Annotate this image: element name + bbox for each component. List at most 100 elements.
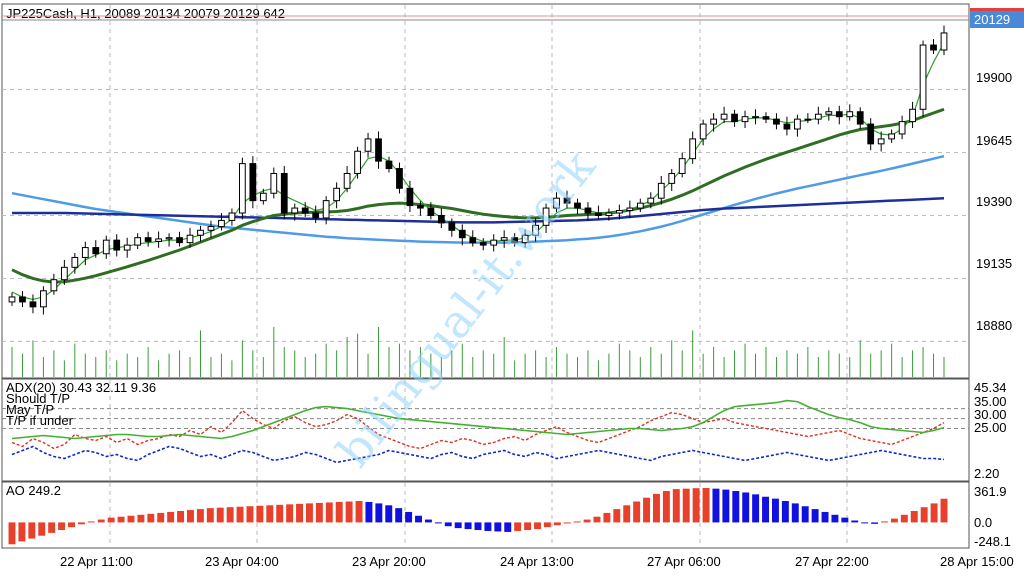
candle [542,207,550,226]
time-axis-label: 27 Apr 22:00 [795,554,869,569]
time-axis-label: 24 Apr 13:00 [500,554,574,569]
candle [417,205,424,209]
ma-slow-light-line [11,154,945,244]
ao-bar [930,503,938,523]
candle [437,214,445,224]
time-axis-label: 23 Apr 20:00 [352,554,426,569]
ao-indicator [8,488,948,545]
ao-bar [415,515,422,523]
ao-axis-label: -248.1 [974,534,1011,549]
candle [385,160,393,170]
ma-slow-dark-line [12,196,945,224]
current-price-label: 20129 [974,12,1010,27]
ao-bar [851,520,859,523]
ao-axis-label: 361.9 [974,484,1007,499]
ao-bar [28,522,36,539]
ao-bar [702,488,710,523]
adx-axis-label: 30.00 [974,407,1007,422]
price-axis-label: 18880 [976,318,1012,333]
candle [888,133,896,140]
ao-bar [196,509,204,523]
candle [783,123,791,130]
ao-bar [464,522,472,530]
ao-bar [613,509,621,523]
ao-bar [405,511,413,523]
ao-bar [87,521,95,523]
candlesticks[interactable] [8,25,948,315]
ao-bar [593,516,601,523]
volume-bars [11,327,945,377]
ao-bar [742,492,750,523]
ao-bar [58,522,66,531]
ao-bar [48,522,56,533]
ao-bar [732,491,740,523]
time-axis-label: 28 Apr 15:00 [940,554,1014,569]
candle [835,111,843,118]
ao-bar [157,512,165,523]
ao-bar [375,503,383,523]
adx-axis: 45.34 35.00 30.00 25.00 2.20 [974,380,1007,481]
current-price-tag-top [970,8,1024,11]
candle [312,212,320,219]
candle [396,168,403,189]
adx-level-label-under: T/P if under [6,413,74,428]
current-price-tag [970,10,1024,28]
adx-indicator [2,399,969,464]
candle [511,237,519,244]
candle [930,44,937,51]
candle [595,212,602,216]
candle [657,182,665,199]
ao-bar [722,489,730,523]
candle [50,279,58,292]
ao-bar [216,507,224,523]
ao-bar [365,501,373,523]
ao-bar [712,488,720,523]
moving-averages [11,42,945,301]
candle [176,237,183,244]
ao-bar [68,522,75,528]
candle [406,187,414,207]
candle [218,219,225,228]
ao-bar [444,522,452,527]
adx-level-label-may: May T/P [6,402,54,417]
ao-title: AO 249.2 [6,483,61,498]
adx-axis-label: 2.20 [974,466,999,481]
ao-bar [762,496,770,523]
candle [720,113,728,120]
ao-bar [77,522,85,525]
ao-bar [385,505,393,523]
adx-axis-label: 35.00 [974,394,1007,409]
candle [144,237,152,242]
ao-bar [563,522,571,524]
candle [8,296,16,303]
candle [71,256,79,268]
candle [898,121,906,135]
ao-bar [771,498,779,523]
candle [919,44,927,110]
ao-bar [97,519,105,523]
ao-axis: 361.9 0.0 -248.1 [974,484,1011,549]
candle [60,266,68,281]
ao-bar [127,515,135,523]
adx-minus-di-line [11,445,945,464]
candle [584,207,592,214]
ao-bar [871,522,879,524]
ao-bar [434,522,442,524]
candle [469,237,477,244]
ao-bar [881,521,888,523]
ao-bar [286,504,294,523]
ao-bar [524,522,532,531]
ao-bar [186,510,194,523]
ao-bar [8,522,16,545]
ao-bar [811,509,819,523]
ao-bar [117,516,125,523]
candle [81,247,89,258]
ao-bar [18,522,26,542]
ao-bar [910,511,918,523]
time-axis-label: 22 Apr 11:00 [60,554,133,569]
candle [553,197,560,209]
ao-bar [454,522,462,529]
ao-bar [514,522,522,531]
adx-panel-frame [1,378,970,482]
